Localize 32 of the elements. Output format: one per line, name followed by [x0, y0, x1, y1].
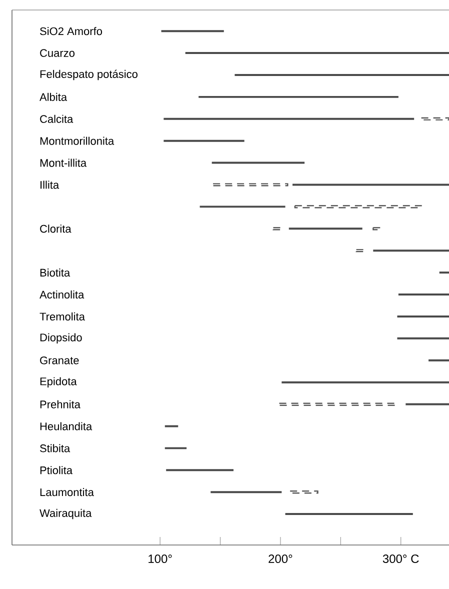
bar — [290, 490, 318, 494]
y-tick-label: Biotita — [40, 268, 70, 277]
x-tick-label: 200° — [268, 554, 292, 564]
bar — [294, 205, 422, 208]
y-tick-label: Clorita — [40, 224, 72, 233]
y-tick-label: Diopsido — [40, 333, 82, 344]
y-tick-label: Ptiolita — [40, 466, 73, 474]
y-tick-label: Heulandita — [40, 422, 92, 430]
y-tick-label: Prehnita — [40, 400, 80, 408]
y-tick-label: Actinolita — [40, 290, 84, 299]
x-tick-label: 100° — [148, 554, 172, 564]
y-tick-label: Tremolita — [40, 312, 85, 321]
y-tick-label: Epidota — [40, 377, 77, 388]
bar — [372, 227, 381, 230]
bar — [212, 183, 288, 186]
bar — [278, 402, 397, 406]
y-tick-label: Granate — [40, 356, 79, 364]
bar — [420, 117, 449, 120]
y-tick-label: Feldespato potásico — [40, 70, 138, 80]
y-tick-label: SiO2 Amorfo — [40, 27, 102, 36]
y-tick-label: Laumontita — [40, 488, 94, 496]
y-tick-label: Cuarzo — [40, 49, 75, 57]
y-tick-label: Montmorillonita — [40, 136, 114, 145]
y-tick-label: Stibita — [40, 444, 70, 452]
y-tick-label: Illita — [40, 180, 60, 189]
x-tick-label: 300° C — [382, 554, 419, 564]
y-tick-label: Calcita — [40, 114, 74, 123]
y-tick-label: Mont-illita — [40, 158, 87, 167]
y-tick-label: Albita — [40, 92, 68, 101]
bar — [356, 249, 366, 252]
y-tick-label: Wairaquita — [40, 508, 92, 520]
bar — [272, 227, 282, 230]
